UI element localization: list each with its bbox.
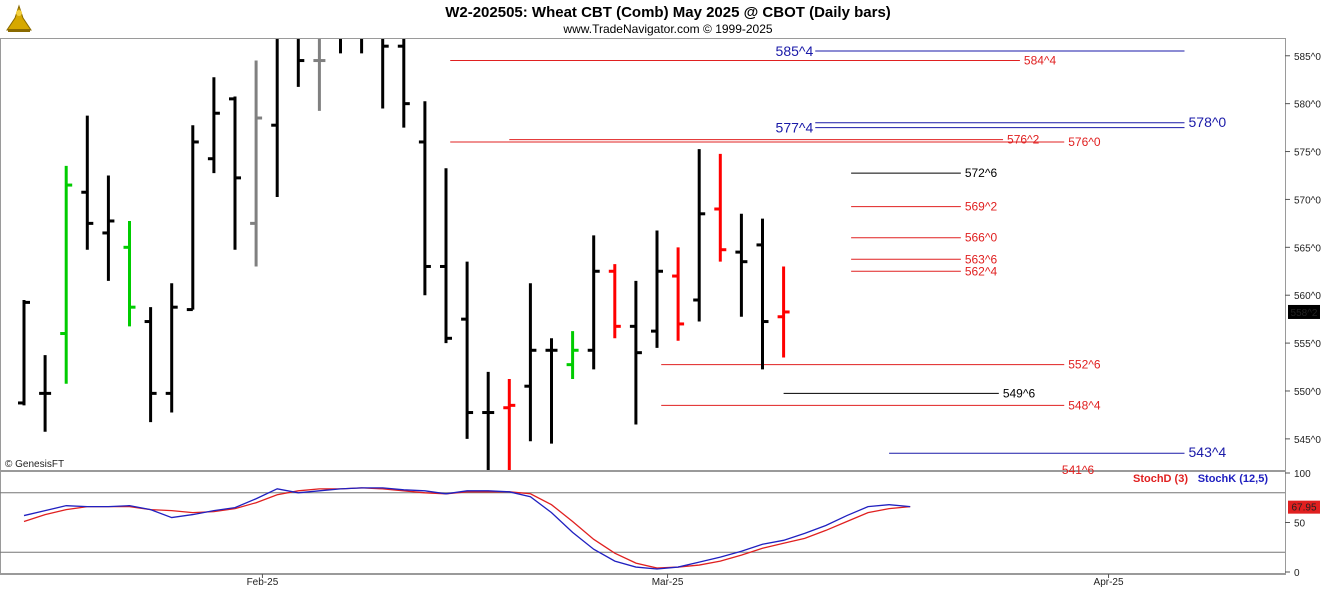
last-price-badge: 558^2 (1288, 304, 1320, 319)
x-tick-label: Feb-25 (247, 577, 279, 588)
ohlc-bar (608, 264, 621, 339)
chart-subtitle: www.TradeNavigator.com © 1999-2025 (562, 22, 772, 36)
copyright-label: © GenesisFT (5, 459, 64, 470)
ohlc-bar (229, 96, 241, 250)
ohlc-bar (440, 168, 452, 344)
level-label: 576^0 (1068, 135, 1101, 149)
ohlc-bar (186, 125, 199, 312)
price-tick-label: 580^0 (1294, 100, 1321, 111)
price-tick-label: 570^0 (1294, 195, 1321, 206)
ohlc-bar (397, 39, 410, 128)
level-label: 569^2 (965, 200, 998, 214)
level-label: 541^6 (1062, 463, 1095, 477)
level-label: 578^0 (1189, 114, 1227, 130)
ohlc-bar (144, 307, 157, 423)
price-tick-label: 565^0 (1294, 243, 1321, 254)
ohlc-bar (207, 77, 220, 174)
ohlc-bar (461, 261, 474, 439)
ohlc-bar (313, 39, 326, 111)
x-tick-label: Mar-25 (652, 577, 684, 588)
stoch-tick-label: 0 (1294, 568, 1300, 579)
ohlc-bar (629, 280, 642, 425)
stoch-tick-label: 100 (1294, 469, 1311, 480)
ohlc-bar (60, 165, 73, 384)
ohlc-bar (81, 115, 94, 250)
ohlc-bar (651, 230, 663, 348)
level-label: 552^6 (1068, 358, 1101, 372)
level-lines: 585^4 584^4 578^0 577^4 576^2 576^0 572^6 569^2… (450, 43, 1226, 477)
ohlc-bar (587, 235, 600, 370)
ohlc-bar (418, 101, 431, 296)
price-panel-frame (0, 38, 1286, 471)
ohlc-bar (735, 213, 748, 317)
stoch-value-badge: 67.95 (1288, 500, 1320, 514)
x-tick-label: Apr-25 (1094, 577, 1124, 588)
x-axis: Feb-25 Mar-25 Apr-25 (247, 574, 1124, 588)
price-tick-label: 550^0 (1294, 387, 1321, 398)
ohlc-bar (672, 247, 685, 341)
stochastic-panel: 0 50 100 (0, 469, 1311, 579)
ohlc-bar (714, 153, 727, 262)
level-label: 562^4 (965, 264, 998, 278)
price-axis: 545^0 550^0 555^0 560^0 565^0 570^0 575^0 580^0… (1285, 52, 1321, 446)
level-label: 543^4 (1189, 444, 1227, 460)
ohlc-bar (545, 338, 558, 444)
level-label: 549^6 (1003, 386, 1036, 400)
ohlc-bar (524, 283, 537, 442)
stochk-legend: StochK (12,5) (1198, 473, 1269, 485)
svg-text:558^2: 558^2 (1291, 308, 1318, 319)
stoch-tick-label: 50 (1294, 519, 1306, 530)
ohlc-bars (18, 39, 790, 470)
price-tick-label: 545^0 (1294, 435, 1321, 446)
ohlc-bar (482, 371, 495, 470)
price-tick-label: 555^0 (1294, 339, 1321, 350)
level-label: 584^4 (1024, 54, 1057, 68)
chart-title: W2-202505: Wheat CBT (Comb) May 2025 @ C… (445, 4, 891, 21)
ohlc-bar (756, 218, 769, 370)
ohlc-bar (777, 266, 790, 358)
level-label: 585^4 (776, 43, 814, 59)
level-label: 548^4 (1068, 398, 1101, 412)
level-label: 566^0 (965, 231, 998, 245)
stoch-panel-frame (0, 471, 1286, 574)
stochd-line (23, 487, 911, 569)
ohlc-bar (693, 149, 706, 322)
ohlc-bar (102, 175, 115, 281)
price-tick-label: 560^0 (1294, 291, 1321, 302)
ohlc-bar (39, 355, 52, 432)
level-label: 576^2 (1007, 133, 1040, 147)
ohlc-bar (165, 283, 178, 413)
ohlc-bar (123, 220, 136, 327)
level-label: 577^4 (776, 120, 814, 136)
price-tick-label: 575^0 (1294, 148, 1321, 159)
svg-text:67.95: 67.95 (1291, 503, 1316, 514)
stochk-line (23, 487, 911, 570)
level-label: 563^6 (965, 252, 998, 266)
price-tick-label: 585^0 (1294, 52, 1321, 63)
ohlc-bar (381, 39, 389, 109)
ohlc-bar (503, 379, 516, 470)
genesis-logo (4, 4, 34, 34)
stochd-legend: StochD (3) (1133, 473, 1188, 485)
level-label: 572^6 (965, 166, 998, 180)
ohlc-bar (250, 60, 263, 267)
ohlc-bar (271, 39, 279, 198)
ohlc-bar (296, 39, 305, 87)
ohlc-bar (18, 299, 30, 406)
ohlc-bar (566, 331, 579, 380)
